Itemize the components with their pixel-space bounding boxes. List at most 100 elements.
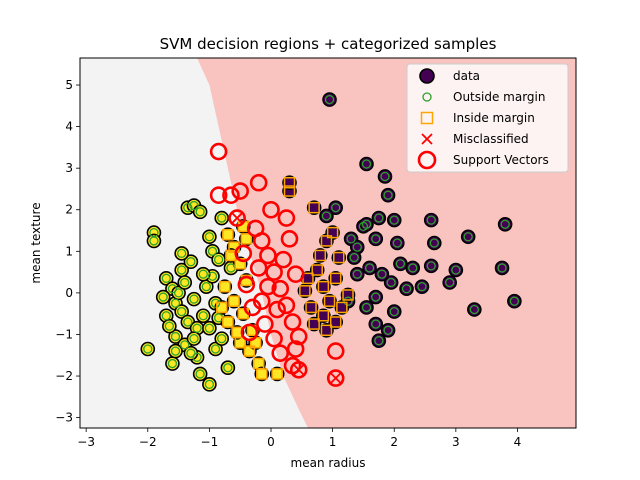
support-vector-marker <box>326 369 345 387</box>
support-vector-marker <box>231 182 249 200</box>
inside-margin-marker <box>329 316 342 328</box>
outside-margin-marker <box>361 302 372 313</box>
data-point-class-1 <box>309 262 325 278</box>
outside-margin-marker <box>223 363 233 373</box>
legend-inside-margin-icon <box>420 111 434 125</box>
support-vector-marker <box>252 292 271 311</box>
legend-outside-margin-icon <box>422 92 432 102</box>
outside-margin-marker <box>469 304 479 315</box>
data-point-class-1 <box>328 271 344 286</box>
y-axis-ticks: −3 −2 −1 0 1 2 3 4 5 <box>55 78 80 425</box>
inside-margin-marker <box>326 226 339 239</box>
outside-margin-marker <box>180 340 190 350</box>
inside-margin-marker <box>240 233 253 245</box>
x-tick-label: 2 <box>390 435 398 449</box>
support-vector-marker <box>237 275 256 294</box>
data-point-class-1 <box>312 248 328 263</box>
legend-data-icon <box>419 68 435 84</box>
support-vector-marker <box>222 186 240 204</box>
data-point-class-0 <box>269 366 285 382</box>
outside-margin-marker <box>186 257 196 267</box>
outside-margin-marker <box>186 348 196 358</box>
outside-margin-marker <box>497 263 507 273</box>
outside-margin-marker <box>361 219 372 229</box>
outside-margin-marker <box>204 323 215 333</box>
outside-margin-marker <box>361 159 372 169</box>
x-tick-label: 3 <box>452 435 460 449</box>
outside-margin-marker <box>346 234 356 244</box>
inside-margin-marker <box>299 285 311 297</box>
inside-margin-marker <box>336 301 348 314</box>
outside-margin-marker <box>386 277 396 288</box>
outside-margin-marker <box>371 234 381 244</box>
inside-margin-marker <box>333 251 345 264</box>
outside-margin-marker <box>429 238 439 248</box>
outside-margin-marker <box>204 232 215 242</box>
support-vector-marker <box>265 263 283 281</box>
outside-margin-marker <box>195 369 205 379</box>
x-tick-label: 1 <box>329 435 337 449</box>
inside-margin-marker <box>342 289 354 301</box>
x-tick-label: −3 <box>77 435 95 449</box>
support-vector-marker <box>271 279 290 298</box>
support-vector-marker <box>289 360 308 379</box>
outside-margin-marker <box>509 296 520 306</box>
misclassified-marker <box>293 364 305 376</box>
data-point-class-1 <box>328 314 344 330</box>
data-point-class-0 <box>229 325 245 340</box>
inside-margin-marker <box>234 258 246 270</box>
inside-margin-marker <box>317 310 330 322</box>
outside-margin-marker <box>161 273 171 283</box>
outside-margin-marker <box>195 207 205 217</box>
outside-margin-marker <box>189 294 199 304</box>
outside-margin-marker <box>170 346 181 356</box>
outside-margin-marker <box>451 265 461 275</box>
legend-item-red-x: Misclassified <box>421 132 529 146</box>
y-tick-label: 4 <box>65 120 73 134</box>
outside-margin-marker <box>198 269 208 279</box>
legend-label: Outside margin <box>453 90 545 104</box>
x-axis-ticks: −3 −2 −1 0 1 2 3 4 <box>77 428 521 449</box>
support-vector-marker <box>277 209 296 227</box>
legend-box <box>406 63 569 173</box>
outside-margin-marker <box>374 213 384 223</box>
legend-item-green-ring: Outside margin <box>422 90 545 104</box>
data-point-class-1 <box>331 250 347 265</box>
inside-margin-marker <box>320 324 333 337</box>
data-point-class-0 <box>226 293 242 309</box>
outside-margin-marker <box>401 284 412 294</box>
outside-margin-marker <box>177 306 187 317</box>
outside-margin-marker <box>383 190 393 200</box>
inside-margin-marker <box>308 201 320 214</box>
outside-margin-marker <box>426 261 436 271</box>
outside-margin-marker <box>371 319 381 329</box>
inside-margin-marker <box>283 185 296 197</box>
data-point-class-1 <box>297 283 313 299</box>
misclassified-marker <box>330 372 342 384</box>
data-point-class-1 <box>306 316 322 332</box>
support-vector-marker <box>240 323 259 342</box>
support-vector-marker <box>209 186 228 204</box>
support-vector-marker <box>249 259 268 277</box>
support-vector-marker <box>283 313 302 331</box>
y-tick-label: 3 <box>65 161 73 175</box>
y-tick-label: 2 <box>65 203 73 217</box>
misclassified-marker <box>231 212 243 224</box>
outside-margin-marker <box>389 306 399 317</box>
support-vector-marker <box>209 142 228 161</box>
inside-margin-marker <box>215 301 228 314</box>
outside-margin-marker <box>417 282 427 292</box>
outside-margin-marker <box>167 284 178 294</box>
outside-margin-marker <box>207 246 218 256</box>
data-point-class-1 <box>303 300 319 315</box>
outside-margin-marker <box>321 211 332 221</box>
support-vector-marker <box>228 209 246 227</box>
inside-margin-marker <box>311 264 323 276</box>
y-tick-label: 0 <box>65 286 73 300</box>
inside-margin-marker <box>317 280 330 293</box>
outside-margin-marker <box>164 321 174 331</box>
x-tick-label: −1 <box>201 435 219 449</box>
outside-margin-marker <box>183 203 193 213</box>
outside-margin-marker <box>189 200 199 211</box>
data-point-class-0 <box>220 314 236 330</box>
